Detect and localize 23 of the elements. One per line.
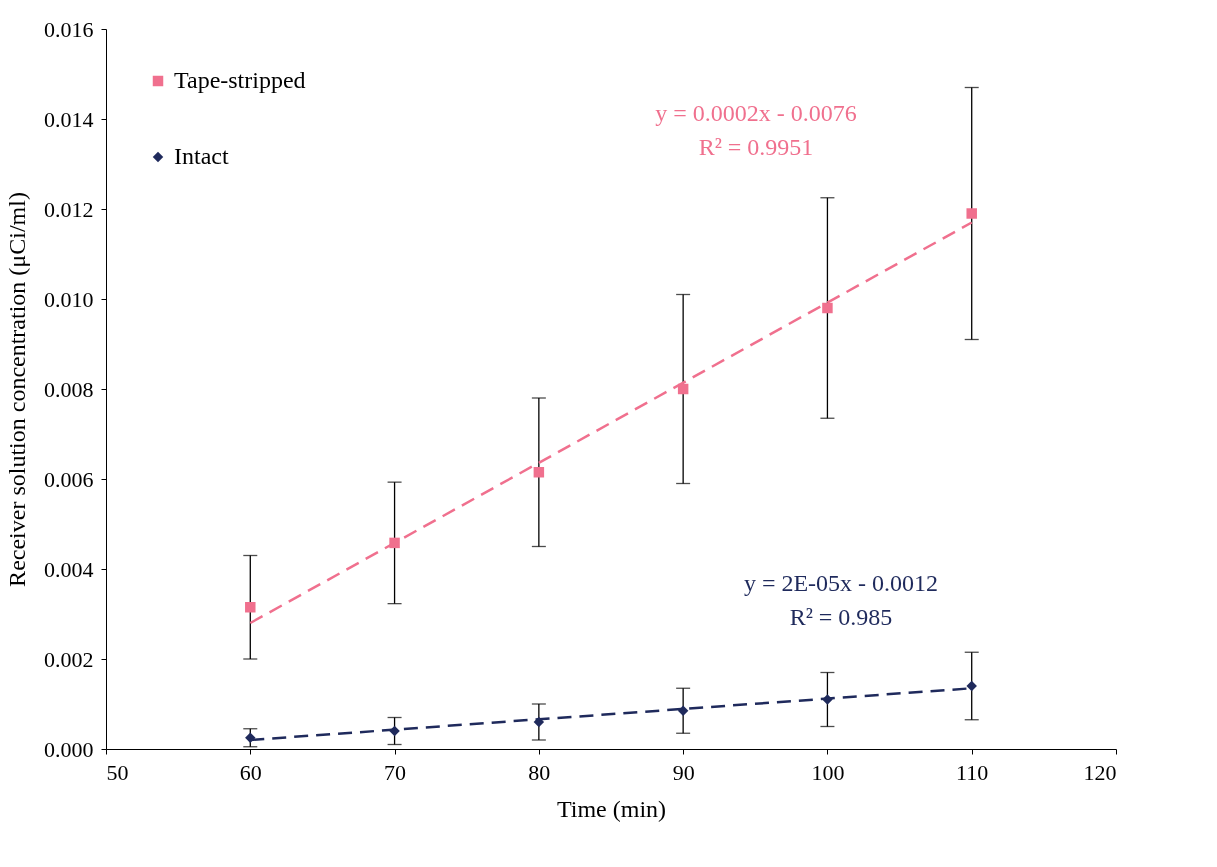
y-tick-label: 0.004 [44,556,94,582]
x-tick-label: 70 [384,759,407,785]
legend-label: Intact [174,143,229,169]
y-tick-label: 0.010 [44,286,94,312]
y-tick-label: 0.002 [44,646,94,672]
y-tick-label: 0.000 [44,736,94,762]
y-tick-label: 0.012 [44,196,94,222]
x-tick-label: 120 [1083,759,1117,785]
x-tick-label: 80 [528,759,551,785]
annotation: y = 2E-05x - 0.0012 R² = 0.985 [743,570,939,630]
legend-label: Tape-stripped [174,67,306,93]
y-axis-title: Receiver solution concentration (μCi/ml) [4,192,30,587]
x-axis-title: Time (min) [556,795,667,822]
y-tick-label: 0.008 [44,376,94,402]
x-tick-label: 60 [239,759,262,785]
y-tick-label: 0.016 [44,16,94,42]
x-tick-label: 110 [956,759,989,785]
x-tick-label: 90 [672,759,695,785]
y-tick-label: 0.014 [44,106,94,132]
annotation: y = 0.0002x - 0.0076 R² = 0.9951 [655,100,857,160]
x-tick-label: 100 [811,759,845,785]
y-tick-label: 0.006 [44,466,94,492]
x-tick-label: 50 [106,759,129,785]
